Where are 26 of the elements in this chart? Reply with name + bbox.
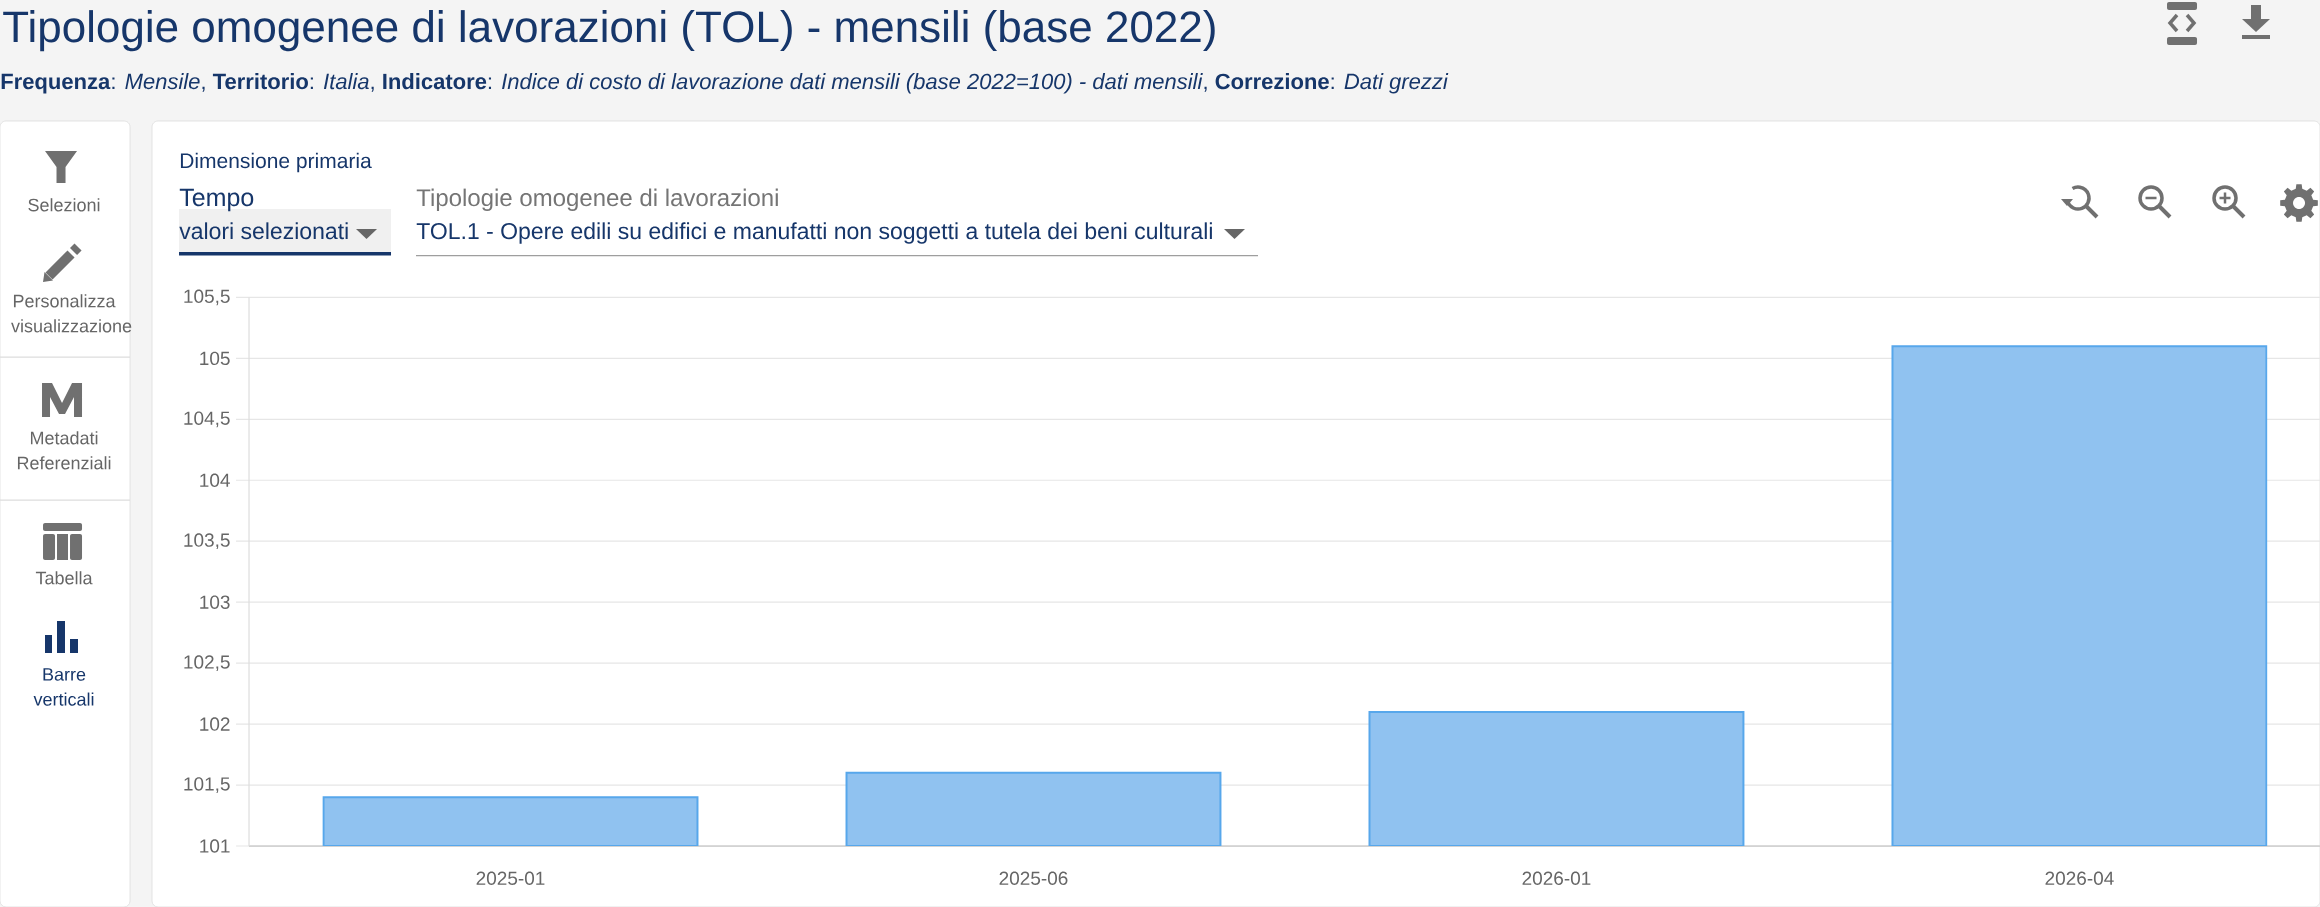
y-tick-label: 101,5: [184, 777, 230, 793]
y-tick-label: 104,5: [184, 411, 230, 428]
text: Frequenza: Mensile, Territorio: Italia, Indicatore: Indice di costo di lavorazione dati mensili (base 2022=100) - dati mensili, Correzione: Dati grezzi: [1, 73, 1449, 94]
y-tick-label: 104: [200, 473, 230, 487]
y-tick-label: 102,5: [184, 655, 230, 671]
y-tick-label: 103: [200, 595, 230, 609]
y-tick-label: 102: [200, 717, 230, 731]
text: Tipologie omogenee di lavorazioni: [416, 188, 778, 211]
text: Metadati Referenziali: [17, 431, 111, 470]
text: TOL.1 - Opere edili su edifici e manufatti non soggetti a tutela dei beni culturali: [416, 222, 1212, 244]
text: Barre verticali: [33, 668, 94, 706]
text: Tabella: [35, 571, 93, 585]
text: Personalizza visualizzazione: [11, 294, 132, 333]
y-tick-label: 105: [200, 351, 230, 366]
text: Selezioni: [28, 198, 100, 212]
text: valori selezionati: [179, 222, 348, 240]
x-tick-label: 2026-04: [2045, 871, 2114, 885]
y-tick-label: 101: [200, 839, 230, 853]
x-tick-label: 2026-01: [1522, 871, 1591, 885]
chart-title: Tipologie omogenee di lavorazioni (TOL) - mensili (base 2022): [3, 10, 1215, 52]
y-tick-label: 105,5: [184, 289, 230, 306]
text: Tempo: [179, 188, 254, 212]
x-tick-label: 2025-06: [999, 871, 1068, 885]
y-tick-label: 103,5: [184, 533, 230, 550]
x-tick-label: 2025-01: [476, 871, 545, 885]
text: Dimensione primaria: [180, 152, 372, 173]
